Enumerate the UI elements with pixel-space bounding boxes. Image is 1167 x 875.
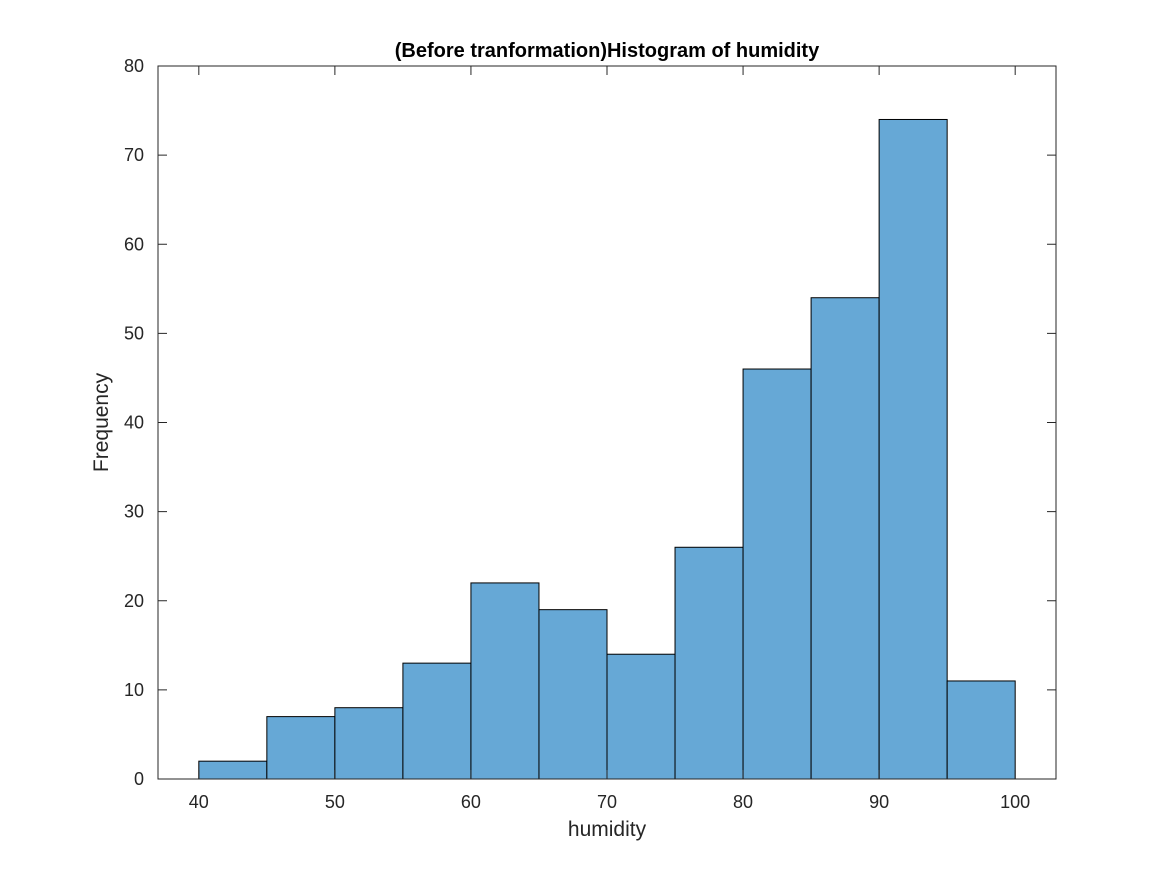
bars-layer: [198, 118, 1016, 780]
y-tick-label: 20: [124, 591, 144, 611]
x-tick-label: 80: [733, 792, 753, 812]
y-tick-label: 80: [124, 56, 144, 76]
histogram-bar: [538, 609, 608, 780]
x-tick-label: 90: [869, 792, 889, 812]
x-tick-label: 70: [597, 792, 617, 812]
histogram-bar: [334, 707, 404, 780]
histogram-bar: [674, 546, 744, 780]
y-axis-title: Frequency: [90, 372, 113, 472]
x-tick-label: 50: [325, 792, 345, 812]
histogram-bar: [198, 760, 268, 780]
histogram-bar: [742, 368, 812, 780]
histogram-bar: [470, 582, 540, 780]
y-tick-label: 50: [124, 323, 144, 343]
y-tick-label: 60: [124, 234, 144, 254]
histogram-bar: [266, 716, 336, 780]
y-tick-label: 40: [124, 413, 144, 433]
ticks-layer: [158, 65, 1056, 780]
histogram-bar: [810, 297, 880, 780]
histogram-bar: [606, 653, 676, 780]
x-tick-label: 40: [189, 792, 209, 812]
tick-labels-layer: 40 50 60 70 80 90 100 0 10 20 30 40 50 60 70 80: [124, 56, 1030, 812]
axes-box: [157, 65, 1057, 780]
chart-title: (Before tranformation)Histogram of humid…: [395, 40, 820, 62]
histogram-bar: [878, 118, 948, 780]
y-tick-label: 0: [134, 769, 144, 789]
y-tick-label: 10: [124, 680, 144, 700]
x-axis-title: humidity: [568, 818, 647, 841]
y-tick-label: 70: [124, 145, 144, 165]
x-tick-label: 60: [461, 792, 481, 812]
histogram-bar: [402, 662, 472, 780]
histogram-bar: [946, 680, 1016, 780]
x-tick-label: 100: [1000, 792, 1030, 812]
y-tick-label: 30: [124, 502, 144, 522]
